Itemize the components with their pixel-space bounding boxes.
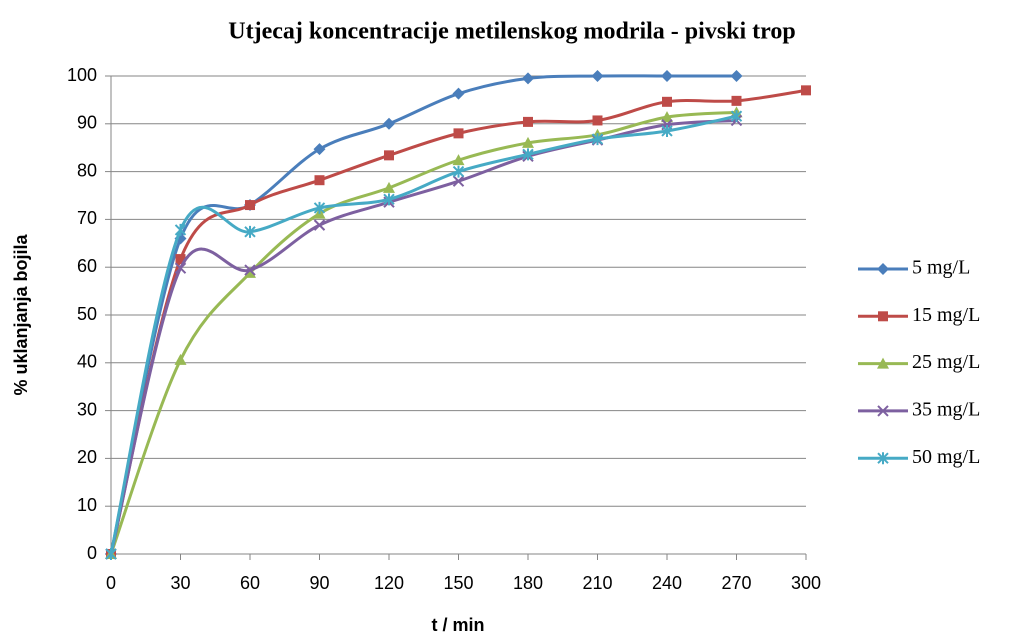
marker <box>730 70 743 82</box>
marker <box>453 128 464 139</box>
y-tick-label: 10 <box>77 495 97 515</box>
marker <box>384 150 394 161</box>
marker <box>522 148 534 161</box>
y-tick-label: 30 <box>77 399 97 419</box>
marker <box>383 117 395 130</box>
x-tick-label: 60 <box>240 573 260 593</box>
marker <box>452 175 465 187</box>
x-tick-label: 30 <box>170 573 190 593</box>
marker <box>801 85 811 96</box>
marker <box>244 266 256 278</box>
marker <box>591 133 604 146</box>
x-tick-label: 180 <box>513 573 543 593</box>
legend-label: 50 mg/L <box>912 446 980 468</box>
marker <box>244 225 256 238</box>
marker <box>731 95 742 106</box>
marker <box>313 219 326 231</box>
marker <box>522 136 534 148</box>
marker <box>591 70 604 82</box>
marker <box>592 115 603 126</box>
chart-title: Utjecaj koncentracije metilenskog modril… <box>228 19 795 45</box>
y-tick-label: 50 <box>77 304 97 324</box>
marker <box>313 143 326 156</box>
y-tick-label: 60 <box>77 256 97 276</box>
marker <box>662 96 672 107</box>
series-line <box>109 110 737 555</box>
y-tick-label: 20 <box>77 447 97 467</box>
series-line <box>109 114 737 555</box>
y-tick-label: 90 <box>77 113 97 133</box>
x-tick-label: 150 <box>443 573 473 593</box>
x-tick-label: 240 <box>652 573 682 593</box>
marker <box>877 452 889 465</box>
x-tick-label: 300 <box>791 573 821 593</box>
marker <box>730 110 743 123</box>
marker <box>661 124 673 137</box>
x-tick-label: 210 <box>582 573 612 593</box>
marker <box>174 223 187 236</box>
marker <box>878 311 888 322</box>
marker <box>522 72 534 85</box>
marker <box>452 165 465 178</box>
marker <box>877 405 889 417</box>
marker <box>877 263 889 275</box>
legend-label: 5 mg/L <box>912 257 970 279</box>
legend-label: 25 mg/L <box>912 351 980 373</box>
y-tick-label: 70 <box>77 208 97 228</box>
legend-label: 35 mg/L <box>912 398 980 420</box>
x-tick-label: 120 <box>374 573 404 593</box>
marker <box>452 87 465 100</box>
marker <box>245 200 255 211</box>
x-tick-label: 90 <box>309 573 329 593</box>
legend-label: 15 mg/L <box>912 304 980 326</box>
marker <box>174 353 187 365</box>
y-tick-label: 100 <box>67 65 97 85</box>
marker <box>452 154 465 166</box>
marker <box>174 262 187 274</box>
x-tick-label: 270 <box>721 573 751 593</box>
x-tick-label: 0 <box>106 573 116 593</box>
marker <box>244 264 256 276</box>
y-tick-label: 40 <box>77 352 97 372</box>
marker <box>523 116 533 127</box>
marker <box>383 181 395 193</box>
marker <box>661 70 673 82</box>
marker <box>314 175 325 186</box>
x-axis-label: t / min <box>432 615 485 635</box>
marker <box>105 548 117 560</box>
y-tick-label: 0 <box>87 543 97 563</box>
y-tick-label: 80 <box>77 160 97 180</box>
marker <box>383 193 395 206</box>
marker <box>313 201 326 214</box>
y-axis-label: % uklanjanja bojila <box>11 233 31 395</box>
marker <box>661 111 673 123</box>
marker <box>877 357 889 369</box>
